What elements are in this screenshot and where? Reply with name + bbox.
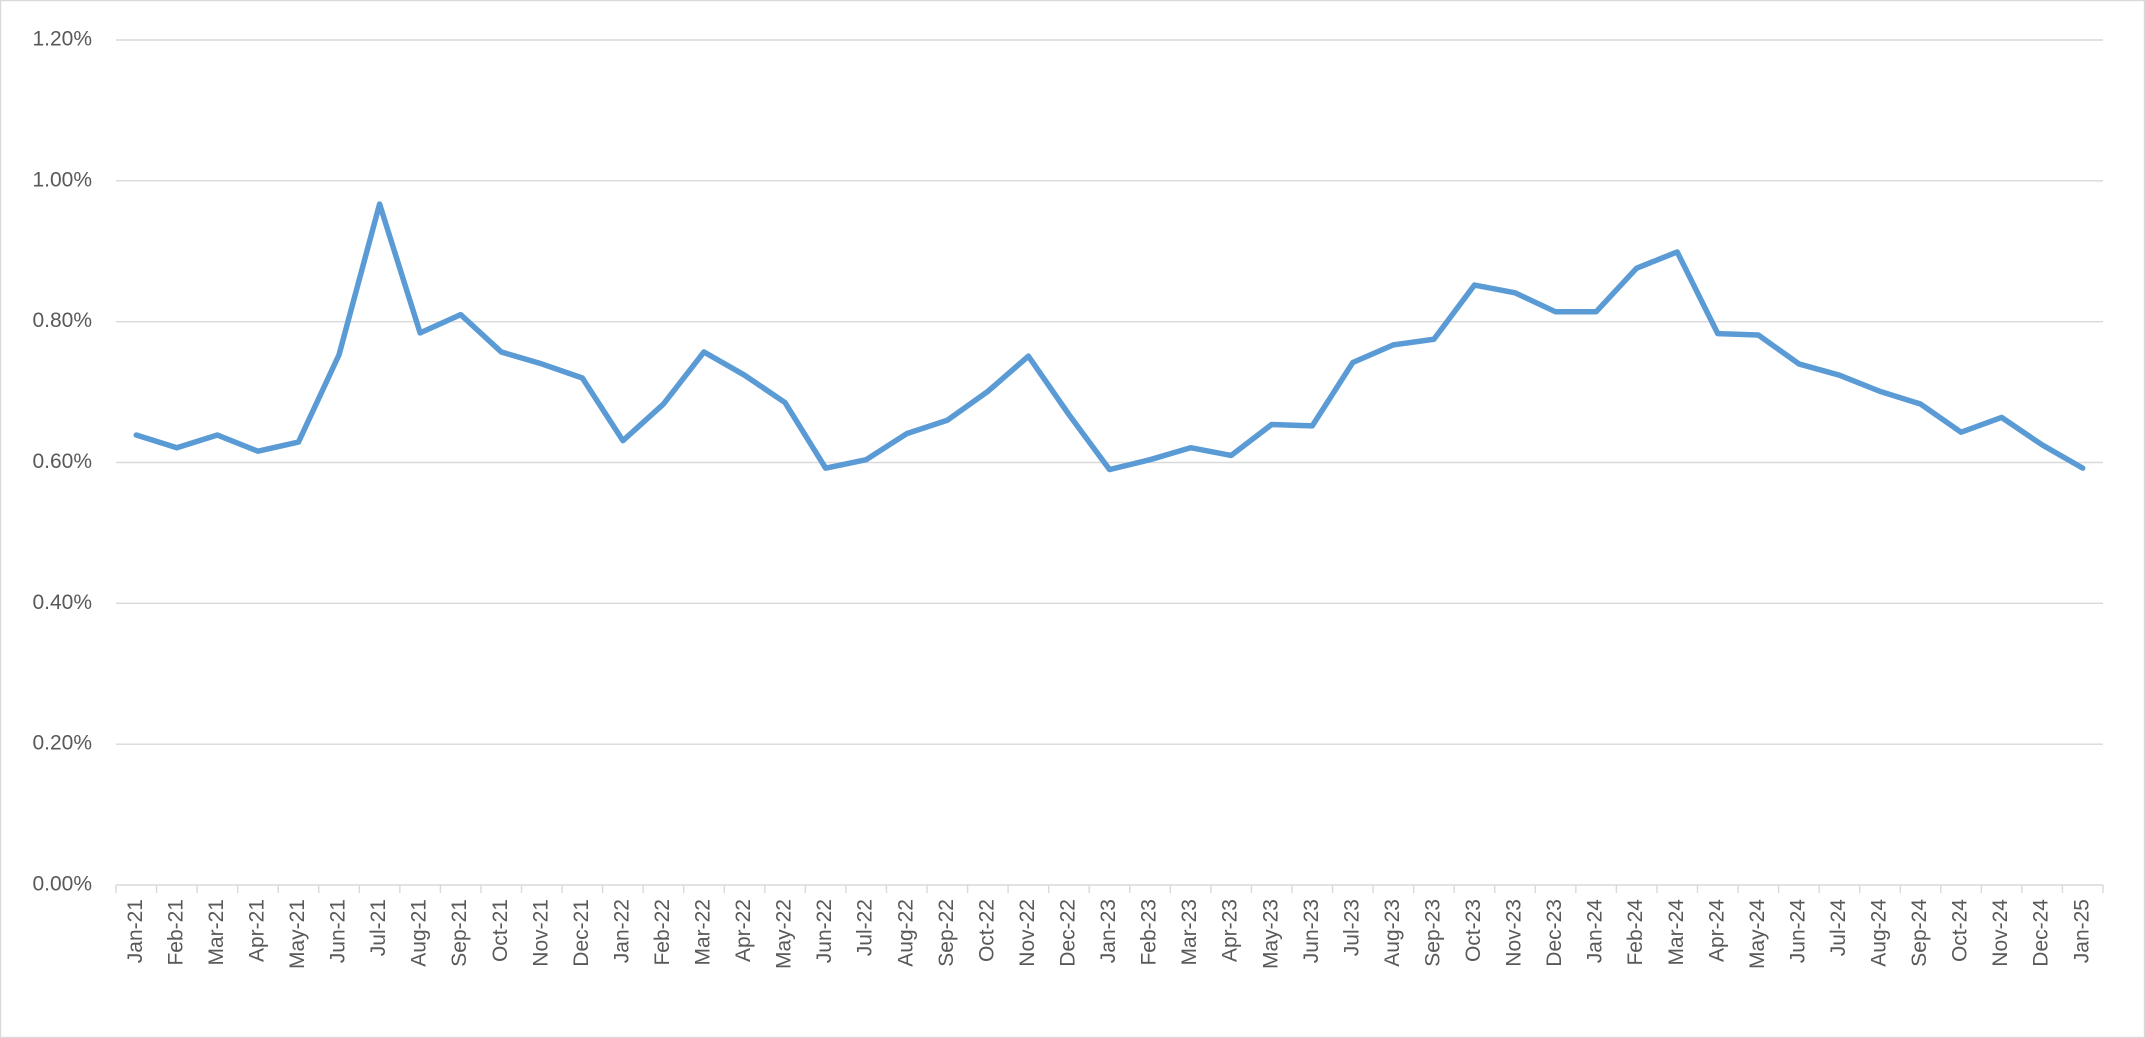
x-tick-label: Sep-24 — [1908, 899, 1931, 967]
x-tick-label: Jun-24 — [1786, 899, 1809, 964]
x-tick-label: Apr-22 — [732, 899, 755, 962]
x-tick-label: Mar-24 — [1665, 899, 1688, 966]
x-tick-label: Jul-21 — [367, 899, 390, 956]
x-tick-label: Jul-24 — [1827, 899, 1850, 957]
y-tick-label: 0.20% — [32, 732, 92, 755]
x-tick-label: Feb-24 — [1624, 899, 1647, 966]
x-tick-label: Aug-21 — [408, 899, 431, 967]
x-tick-label: Jun-21 — [327, 899, 350, 963]
x-tick-label: Jan-24 — [1584, 899, 1607, 964]
x-tick-label: Dec-22 — [1056, 899, 1079, 967]
x-tick-label: Aug-22 — [894, 899, 917, 967]
x-tick-label: Apr-24 — [1705, 899, 1728, 962]
x-tick-label: Aug-24 — [1868, 899, 1891, 967]
x-tick-label: Mar-22 — [692, 899, 715, 966]
x-tick-label: Apr-23 — [1219, 899, 1242, 962]
y-tick-label: 0.80% — [32, 309, 92, 332]
x-tick-label: Jun-23 — [1300, 899, 1323, 963]
x-tick-label: Nov-21 — [529, 899, 552, 967]
x-tick-label: Feb-22 — [651, 899, 674, 966]
data-line — [133, 201, 2086, 473]
x-tick-label: Oct-24 — [1949, 899, 1972, 962]
x-tick-label: Jan-21 — [124, 899, 147, 963]
y-tick-label: 0.00% — [32, 873, 92, 896]
x-tick-label: May-24 — [1746, 899, 1769, 969]
x-tick-label: Jan-22 — [610, 899, 633, 963]
y-tick-label: 1.20% — [32, 28, 92, 51]
x-tick-label: Jan-23 — [1097, 899, 1120, 963]
x-tick-label: Apr-21 — [245, 899, 268, 962]
x-tick-label: Mar-23 — [1178, 899, 1201, 966]
x-tick-label: Sep-21 — [448, 899, 471, 967]
x-tick-label: May-22 — [773, 899, 796, 969]
x-tick-label: Nov-23 — [1503, 899, 1526, 967]
x-tick-label: Nov-22 — [1016, 899, 1039, 967]
x-tick-label: Oct-23 — [1462, 899, 1485, 962]
x-tick-label: May-21 — [286, 899, 309, 969]
x-tick-label: Jun-22 — [813, 899, 836, 963]
x-tick-label: Sep-23 — [1421, 899, 1444, 967]
x-tick-label: Dec-23 — [1543, 899, 1566, 967]
x-tick-label: Aug-23 — [1381, 899, 1404, 967]
x-tick-label: May-23 — [1259, 899, 1282, 969]
x-tick-label: Jul-23 — [1340, 899, 1363, 956]
x-tick-label: Feb-23 — [1138, 899, 1161, 966]
x-tick-label: Feb-21 — [164, 899, 187, 966]
x-tick-label: Oct-21 — [489, 899, 512, 962]
x-tick-label: Jan-25 — [2070, 899, 2093, 963]
x-tick-label: Dec-24 — [2030, 899, 2053, 967]
x-tick-label: Sep-22 — [935, 899, 958, 967]
x-tick-label: Oct-22 — [975, 899, 998, 962]
y-tick-label: 1.00% — [32, 168, 92, 191]
x-tick-label: Jul-22 — [854, 899, 877, 956]
x-tick-label: Nov-24 — [1989, 899, 2012, 967]
x-tick-label: Dec-21 — [570, 899, 593, 967]
y-tick-label: 0.40% — [32, 591, 92, 614]
y-tick-label: 0.60% — [32, 450, 92, 473]
x-tick-label: Mar-21 — [205, 899, 228, 966]
